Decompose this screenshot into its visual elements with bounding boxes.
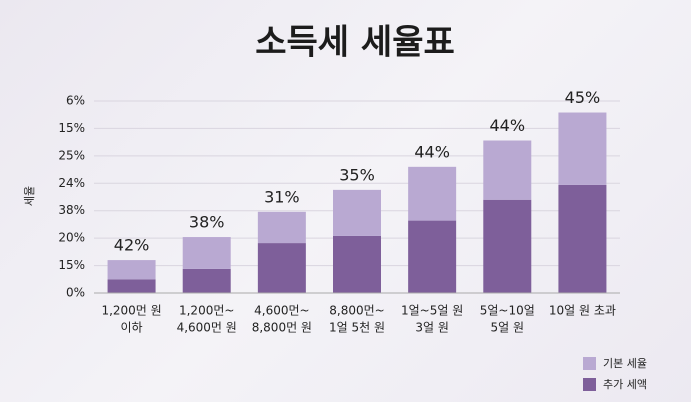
bar-segment <box>333 235 381 293</box>
bar-segment <box>257 211 306 244</box>
bar-segment <box>182 268 231 293</box>
legend-label: 기본 세율 <box>603 357 647 370</box>
chart-title: 소득세 세율표 <box>255 23 455 63</box>
y-tick-label: 15% <box>58 121 85 135</box>
bar-segment <box>408 220 457 293</box>
x-tick-label: 4,600먼~ <box>254 304 309 318</box>
bar-segment <box>408 166 457 221</box>
x-tick-label: 5얼 원 <box>491 321 525 335</box>
y-tick-label: 38% <box>58 203 85 217</box>
x-tick-label: 8,800먼~ <box>329 304 384 318</box>
bar-segment <box>107 260 156 280</box>
x-tick-label: 4,600먼 원 <box>177 321 237 335</box>
legend-label: 추가 세액 <box>603 378 647 391</box>
x-tick-label: 10얼 원 초과 <box>549 304 616 318</box>
y-axis-label: 세율 <box>23 186 36 206</box>
x-tick-label: 이하 <box>121 321 143 335</box>
bar-segment <box>257 243 306 293</box>
y-tick-label: 25% <box>58 148 85 162</box>
total-label: 45% <box>565 88 601 107</box>
bar-segment <box>333 189 381 236</box>
y-tick-label: 15% <box>58 258 85 272</box>
bar-segment <box>558 112 607 185</box>
y-tick-label: 6% <box>66 94 85 108</box>
x-tick-label: 1,200먼 원 <box>101 304 161 318</box>
legend-swatch <box>583 378 596 391</box>
bar-segment <box>483 140 532 200</box>
y-tick-label: 0% <box>66 286 85 300</box>
total-label: 31% <box>264 187 300 206</box>
total-label: 42% <box>114 236 150 255</box>
bar-segment <box>107 279 156 293</box>
total-label: 44% <box>414 142 450 161</box>
total-label: 44% <box>490 116 526 135</box>
total-label: 35% <box>339 165 375 184</box>
legend-swatch <box>583 357 596 370</box>
bar-segment <box>483 199 532 293</box>
y-tick-label: 20% <box>58 231 85 245</box>
x-tick-label: 3얼 원 <box>415 321 449 335</box>
x-tick-label: 1얼~5얼 원 <box>401 304 463 318</box>
x-tick-label: 1얼 5천 원 <box>329 320 385 335</box>
total-label: 38% <box>189 213 225 232</box>
bar-segment <box>558 184 607 293</box>
x-tick-label: 1,200먼~ <box>179 304 234 318</box>
y-tick-label: 24% <box>58 176 85 190</box>
bar-segment <box>182 237 231 269</box>
x-tick-label: 8,800먼 원 <box>252 321 312 335</box>
x-tick-label: 5얼~10얼 <box>480 304 535 318</box>
